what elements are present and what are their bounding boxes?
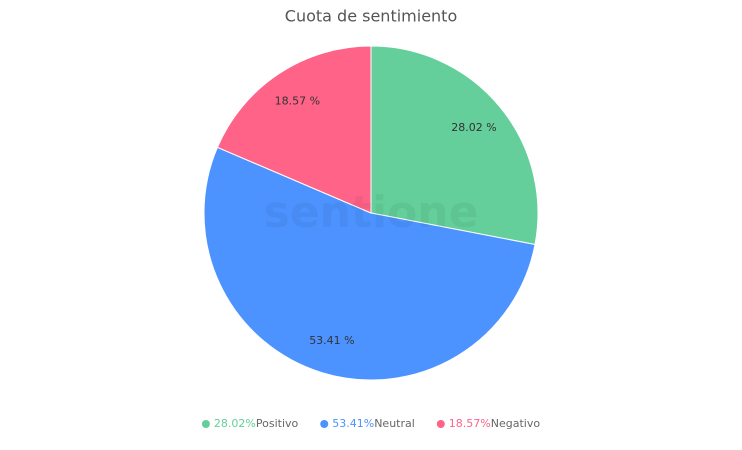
legend-marker — [201, 420, 210, 428]
legend-value: 18.57% — [449, 417, 491, 430]
pie-slice — [216, 45, 372, 214]
legend-label: Negativo — [491, 417, 541, 430]
pie-slice — [203, 146, 536, 381]
legend: 28.02% Positivo 53.41% Neutral 18.57% Negativ… — [201, 417, 541, 430]
data-label: 53.41 % — [309, 334, 354, 347]
legend-marker — [320, 420, 329, 428]
legend-label: Neutral — [374, 417, 415, 430]
legend-value: 28.02% — [214, 417, 256, 430]
watermark: sentione — [264, 187, 479, 238]
pie-slice — [370, 45, 539, 246]
data-label: 28.02 % — [451, 121, 496, 134]
legend-value: 53.41% — [332, 417, 374, 430]
data-label: 18.57 % — [275, 94, 320, 107]
chart-title: Cuota de sentimiento — [285, 7, 457, 26]
legend-marker — [436, 420, 445, 428]
legend-label: Positivo — [256, 417, 299, 430]
